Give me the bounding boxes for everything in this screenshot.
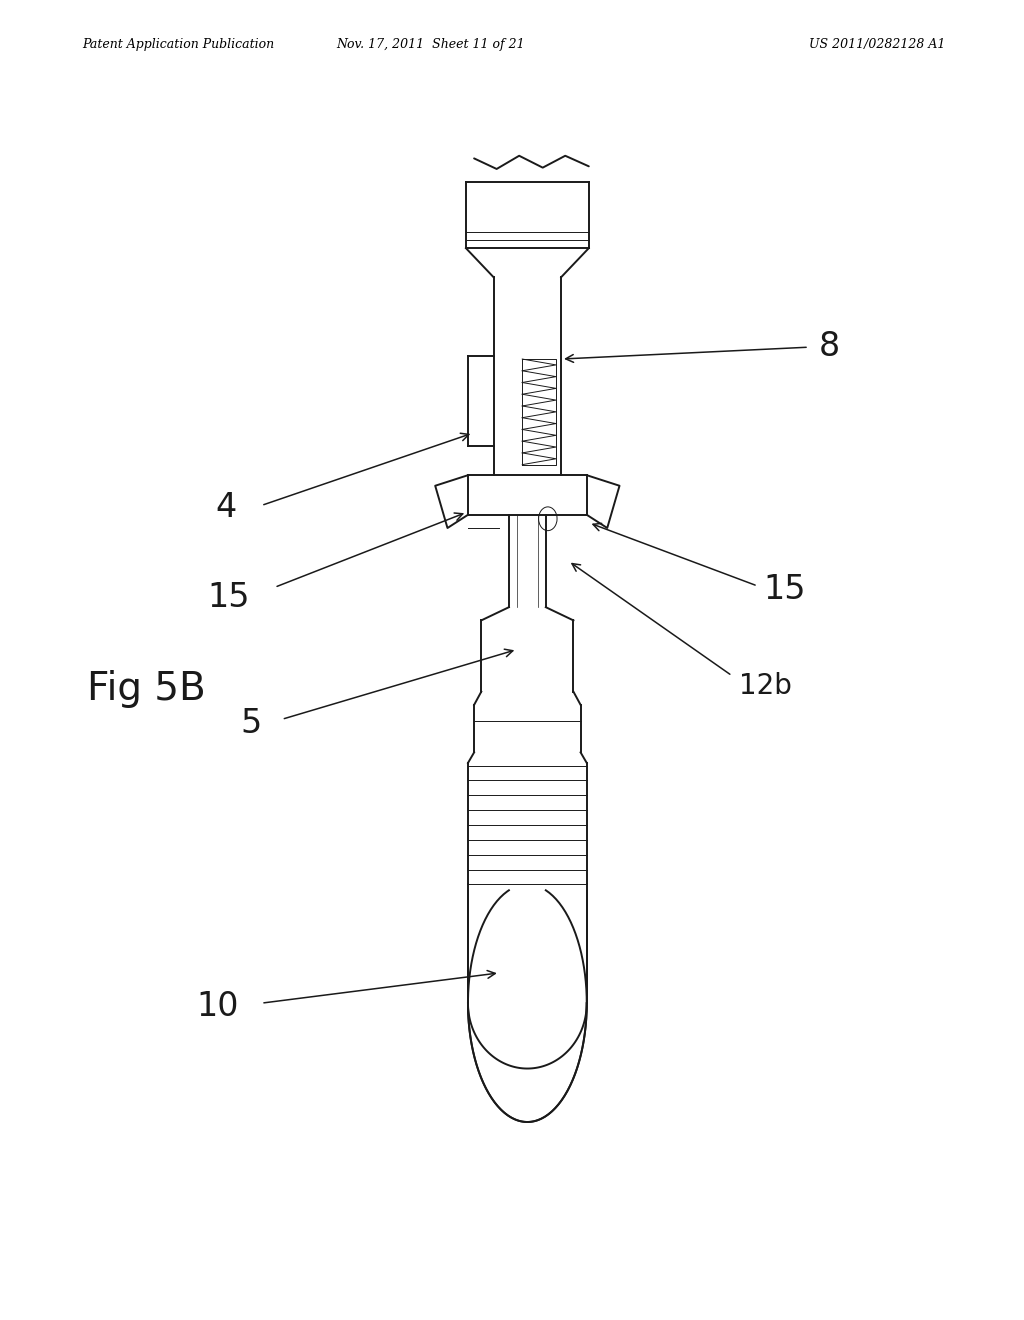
Text: 5: 5 [241, 706, 262, 739]
Text: 10: 10 [197, 990, 240, 1023]
Text: US 2011/0282128 A1: US 2011/0282128 A1 [809, 37, 945, 50]
Text: 4: 4 [215, 491, 237, 524]
Text: 8: 8 [819, 330, 841, 363]
Text: Patent Application Publication: Patent Application Publication [82, 37, 274, 50]
Text: Nov. 17, 2011  Sheet 11 of 21: Nov. 17, 2011 Sheet 11 of 21 [336, 37, 524, 50]
Text: Fig 5B: Fig 5B [87, 669, 206, 708]
Text: 15: 15 [763, 573, 806, 606]
Text: 15: 15 [208, 581, 251, 614]
Text: 12b: 12b [739, 672, 793, 701]
